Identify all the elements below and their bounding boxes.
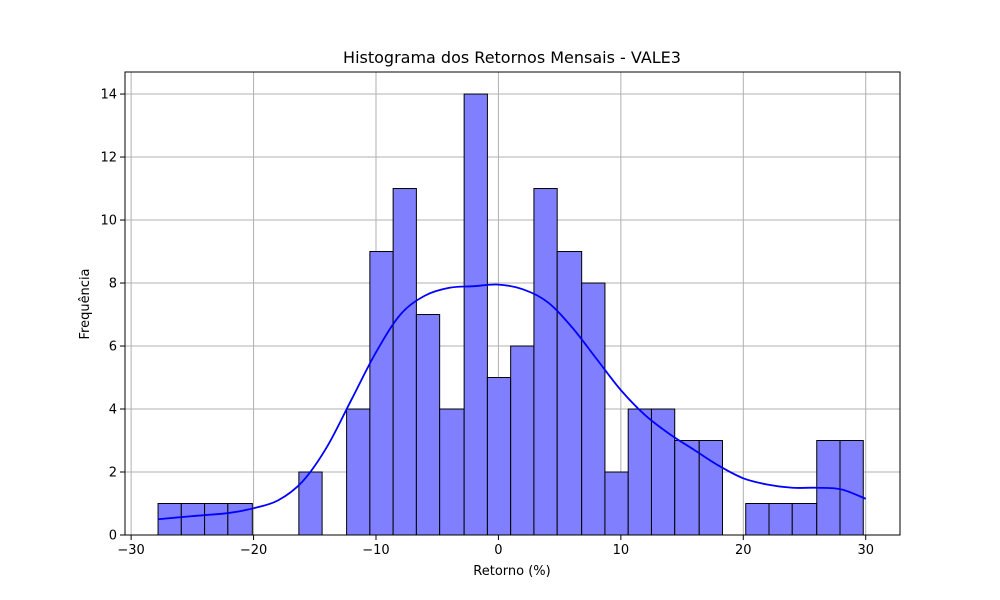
histogram-bar: [463, 93, 488, 536]
x-tick-label: 0: [494, 543, 502, 558]
histogram-bar: [533, 188, 558, 536]
histogram-bar: [791, 503, 818, 536]
histogram-bar: [604, 471, 629, 536]
histogram-bar: [581, 282, 606, 536]
histogram-bar: [346, 408, 371, 536]
histogram-bar: [674, 440, 700, 536]
y-tick-label: 12: [100, 151, 117, 166]
y-tick-label: 8: [109, 277, 117, 292]
x-axis-ticks: −30 −20 −10 0 10 20 30: [117, 535, 874, 558]
x-tick-label: −10: [362, 543, 389, 558]
y-tick-label: 14: [100, 88, 117, 103]
histogram-bar: [227, 503, 253, 536]
x-tick-label: −30: [117, 543, 144, 558]
histogram-bar: [768, 503, 793, 536]
histogram-bar: [439, 408, 465, 536]
kde-curve: [157, 283, 867, 521]
y-tick-label: 4: [109, 403, 117, 418]
x-tick-label: −20: [240, 543, 267, 558]
y-tick-label: 10: [100, 214, 117, 229]
y-tick-label: 2: [109, 466, 117, 481]
grid-lines: [125, 72, 900, 536]
histogram-bar: [486, 377, 512, 536]
chart-title: Histograma dos Retornos Mensais - VALE3: [343, 48, 681, 67]
x-tick-label: 10: [613, 543, 630, 558]
histogram-bar: [369, 251, 394, 536]
x-tick-label: 20: [735, 543, 752, 558]
histogram-bar: [745, 503, 770, 536]
histogram-bar: [839, 440, 864, 536]
histogram-bar: [510, 345, 535, 536]
histogram-bar: [556, 251, 583, 536]
histogram-bar: [204, 503, 229, 536]
x-tick-label: 30: [857, 543, 874, 558]
histogram-bar: [392, 188, 417, 536]
histogram-bar: [650, 408, 676, 536]
histogram-bars: [157, 93, 864, 536]
x-axis-label: Retorno (%): [473, 564, 550, 579]
plot-frame: [124, 71, 901, 536]
y-tick-label: 6: [109, 340, 117, 355]
y-axis-label: Frequência: [78, 268, 93, 339]
histogram-bar: [627, 408, 652, 536]
histogram-bar: [415, 314, 441, 536]
y-tick-label: 0: [109, 529, 117, 544]
histogram-bar: [180, 503, 206, 536]
y-axis-ticks: 0 2 4 6 8 10 12 14: [100, 88, 125, 544]
